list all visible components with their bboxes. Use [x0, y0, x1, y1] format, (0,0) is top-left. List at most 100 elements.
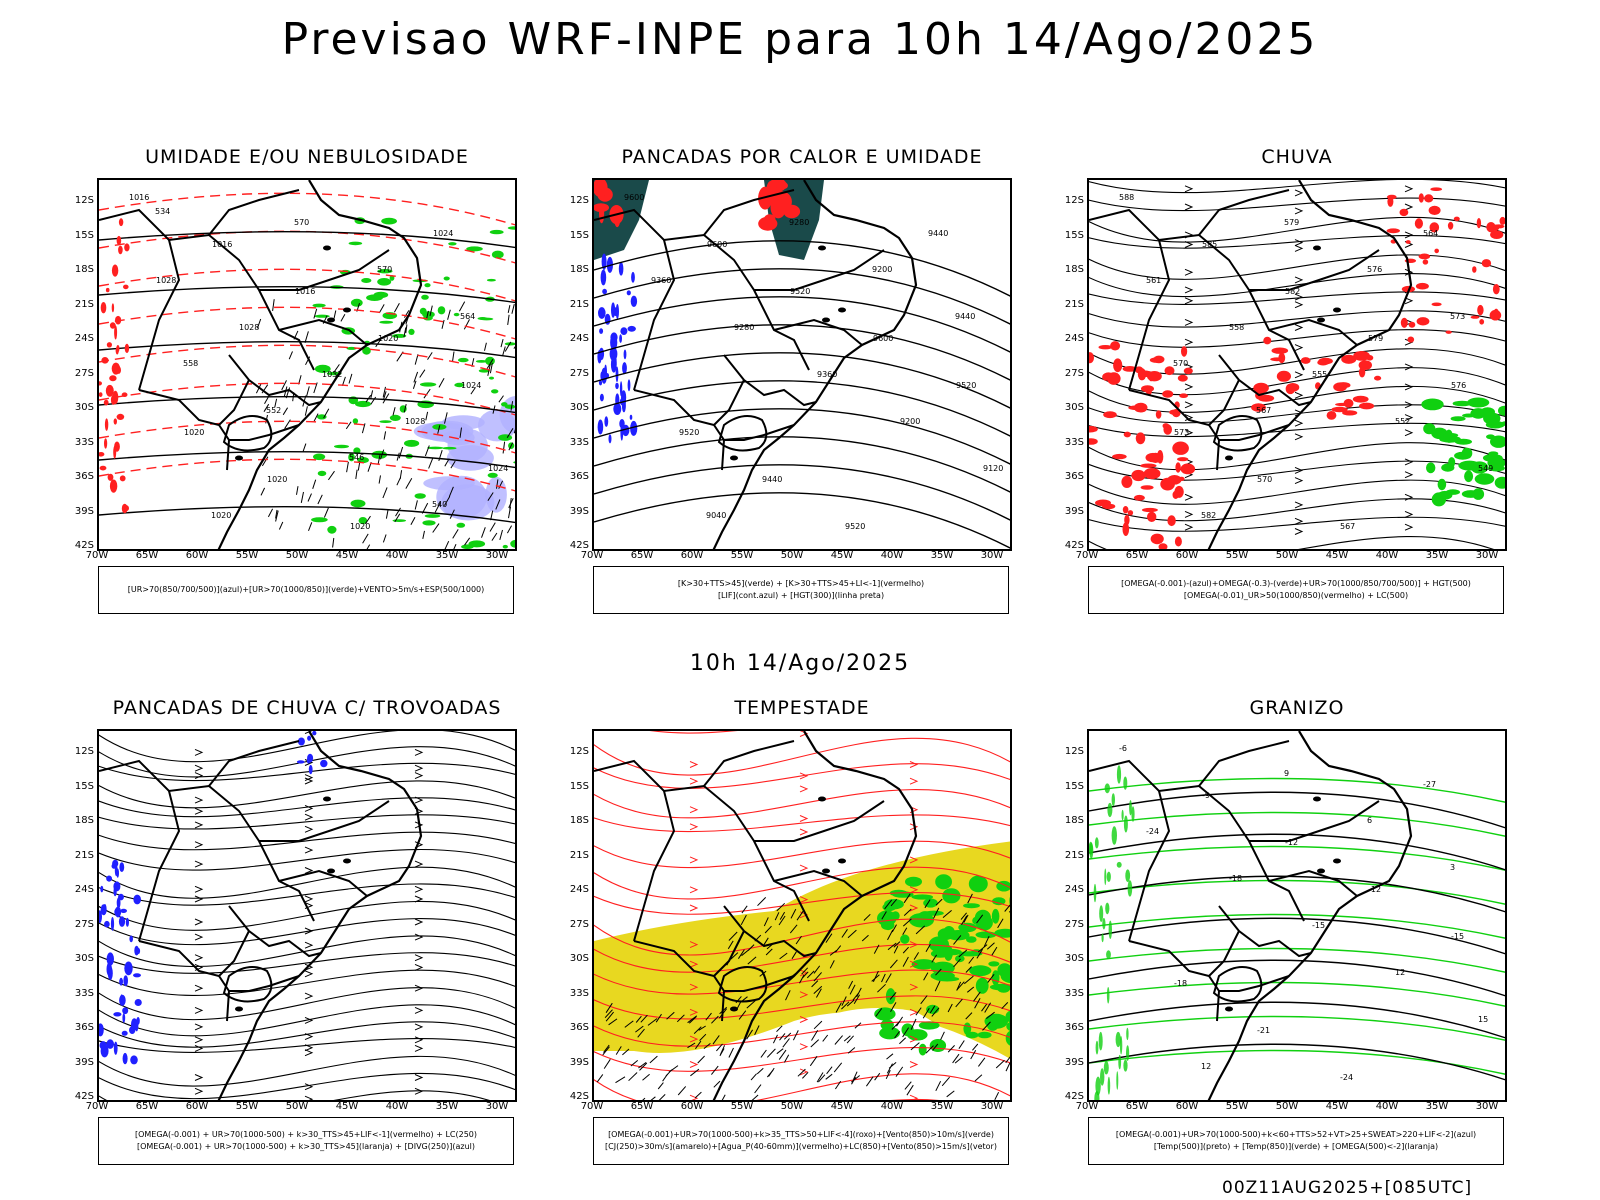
wind-vector: [954, 1056, 963, 1064]
panel-title: GRANIZO: [1249, 697, 1345, 719]
shaded-area: [112, 859, 119, 868]
shaded-area: [594, 203, 609, 212]
contour-label: 1016: [212, 240, 232, 249]
wind-vector: [974, 997, 981, 1009]
shaded-area: [1145, 385, 1152, 396]
lake-mark: [818, 796, 826, 802]
shaded-area: [124, 343, 130, 353]
wind-vector: [313, 413, 319, 422]
streamline: [99, 1072, 515, 1100]
country-border: [754, 800, 885, 842]
wind-vector: [873, 944, 880, 954]
run-timestamp: 00Z11AUG2025+[085UTC]: [1222, 1178, 1473, 1198]
streamline-arrow: [1184, 493, 1194, 501]
wind-vector: [779, 952, 788, 960]
wind-vector: [856, 987, 862, 998]
streamline: [99, 952, 515, 974]
lake-mark: [730, 1006, 738, 1012]
wind-vector: [849, 984, 856, 995]
shaded-area: [1155, 410, 1162, 419]
shaded-area: [491, 389, 499, 394]
streamline-arrow: [1184, 510, 1194, 518]
shaded-area: [377, 278, 392, 286]
shaded-area: [113, 418, 117, 425]
lat-tick-label: 18S: [74, 815, 94, 826]
wind-vector: [963, 975, 974, 985]
contour-label: -15: [1312, 921, 1325, 930]
shaded-area: [307, 735, 312, 741]
wind-vector: [649, 1055, 658, 1064]
contour-label: -18: [1174, 979, 1187, 988]
country-border: [1219, 975, 1290, 992]
lat-tick-label: 42S: [74, 1091, 94, 1102]
wind-vector: [647, 1018, 658, 1026]
wind-vector: [965, 966, 972, 973]
wind-vector: [983, 935, 990, 948]
shaded-area: [918, 1043, 927, 1056]
lat-tick-label: 33S: [1064, 436, 1084, 448]
wind-vector: [953, 958, 961, 968]
contour-label: 9600: [873, 334, 893, 343]
shaded-area: [1150, 533, 1164, 545]
country-border: [222, 415, 273, 452]
wind-vector: [666, 1011, 675, 1020]
wind-vector: [693, 1026, 702, 1034]
shaded-area: [121, 1030, 128, 1036]
contour-label: -12: [1285, 838, 1298, 847]
streamline: [99, 883, 515, 906]
shaded-area: [620, 327, 628, 335]
wind-vector: [510, 401, 514, 411]
isoline: [99, 268, 515, 302]
isoline: [1089, 1049, 1505, 1075]
shaded-area: [118, 916, 126, 927]
streamline-arrow: [194, 1074, 204, 1081]
shaded-area: [1123, 522, 1129, 535]
wind-vector: [881, 911, 887, 920]
shaded-area: [987, 1019, 999, 1031]
wind-vector: [778, 915, 786, 926]
streamline-arrow: [689, 904, 699, 912]
shaded-area: [377, 269, 393, 274]
country-border: [723, 354, 817, 407]
lat-tick-label: 21S: [74, 298, 94, 310]
country-border: [1268, 869, 1358, 897]
wind-vector: [874, 1072, 881, 1081]
wind-vector: [915, 1007, 922, 1016]
wind-vector: [956, 981, 965, 991]
streamline-arrow: [194, 1044, 204, 1052]
wind-vector: [967, 893, 973, 904]
lat-tick-label: 30S: [1064, 953, 1084, 964]
isoline: [1089, 1001, 1505, 1039]
country-border: [723, 905, 817, 958]
streamline: [1089, 180, 1505, 194]
shaded-area: [312, 303, 326, 308]
wind-vector: [923, 972, 929, 981]
streamline: [1089, 516, 1505, 532]
shaded-area: [1462, 413, 1476, 418]
contour-label: 1024: [433, 229, 453, 238]
shaded-area: [1141, 507, 1158, 513]
wind-vector: [779, 911, 786, 920]
wind-vector: [426, 310, 429, 320]
shaded-area: [930, 971, 955, 981]
wind-vector: [757, 897, 767, 907]
contour-label: 9200: [900, 417, 920, 426]
shaded-area: [1470, 315, 1480, 319]
wind-vector: [615, 1046, 622, 1055]
streamline-arrow: [1184, 383, 1194, 391]
shaded-area: [1341, 354, 1357, 364]
shaded-area: [109, 322, 116, 329]
wind-vector: [841, 929, 848, 938]
streamline-arrow: [1404, 414, 1414, 422]
shaded-area: [1147, 371, 1162, 382]
shaded-area: [776, 181, 788, 190]
wind-vector: [1005, 1062, 1010, 1072]
lat-tick-label: 24S: [569, 884, 589, 895]
streamline-arrow: [194, 933, 204, 941]
shaded-area: [1122, 506, 1129, 514]
legend-box: [K>30+TTS>45](verde) + [K>30+TTS>45+LI<-…: [593, 566, 1009, 614]
wind-vector: [754, 1025, 760, 1036]
streamline-arrow: [1294, 419, 1304, 427]
lon-tick-label: 45W: [335, 550, 359, 561]
shaded-area: [437, 306, 446, 315]
